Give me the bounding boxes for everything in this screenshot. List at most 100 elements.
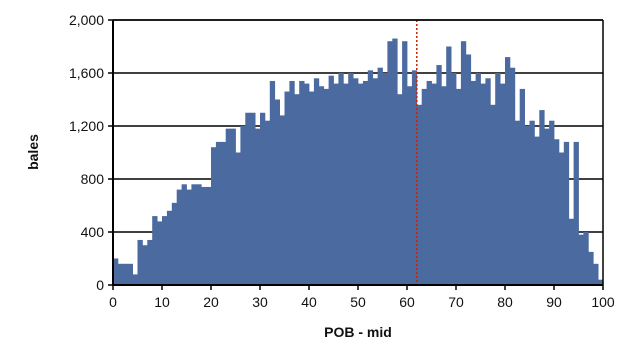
bar-97: [588, 251, 594, 285]
bar-79: [500, 83, 506, 285]
axes: [108, 19, 604, 290]
bar-6: [142, 245, 148, 285]
bar-37: [294, 94, 300, 285]
bar-94: [573, 141, 579, 285]
bar-32: [269, 80, 276, 285]
bar-99: [598, 279, 604, 285]
bar-21: [215, 141, 222, 285]
bar-87: [539, 110, 545, 285]
bar-7: [147, 239, 153, 285]
bar-58: [397, 94, 403, 285]
bar-10: [162, 216, 168, 285]
bar-17: [196, 184, 202, 285]
bar-89: [549, 120, 555, 285]
bar-67: [441, 86, 447, 285]
bar-81: [509, 67, 516, 285]
bar-13: [176, 189, 182, 285]
bar-41: [313, 78, 320, 285]
bar-5: [137, 239, 143, 285]
bar-52: [367, 70, 374, 285]
bar-33: [274, 99, 280, 285]
x-tick-label-2: 20: [203, 294, 219, 310]
y-tick-label-5: 2,000: [69, 12, 104, 28]
bar-15: [186, 189, 192, 285]
bar-78: [495, 73, 501, 285]
bar-91: [558, 152, 565, 285]
bar-98: [593, 263, 599, 285]
x-tick-label-5: 50: [350, 294, 366, 310]
bar-71: [460, 41, 467, 286]
x-axis-title: POB - mid: [324, 324, 392, 340]
bar-64: [426, 80, 432, 285]
bar-68: [446, 46, 452, 285]
bar-95: [578, 234, 584, 285]
bar-74: [475, 73, 481, 285]
bar-57: [392, 38, 398, 285]
bar-51: [362, 80, 369, 285]
bar-85: [529, 120, 535, 285]
bar-63: [421, 88, 427, 286]
bar-30: [260, 112, 266, 285]
bar-0: [113, 258, 119, 285]
x-tick-label-1: 10: [154, 294, 170, 310]
bar-77: [490, 104, 496, 285]
bar-84: [524, 126, 530, 285]
bar-65: [431, 83, 437, 285]
bar-20: [211, 147, 217, 285]
bar-92: [563, 141, 570, 285]
x-tick-label-3: 30: [252, 294, 268, 310]
x-tick-label-0: 0: [109, 294, 117, 310]
y-tick-label-0: 0: [96, 277, 104, 293]
bar-40: [309, 91, 315, 285]
x-tick-label-9: 90: [546, 294, 562, 310]
bar-27: [245, 112, 251, 285]
bar-59: [402, 41, 408, 286]
bar-31: [264, 120, 271, 285]
bar-73: [470, 80, 476, 285]
bar-12: [171, 202, 178, 285]
bar-61: [411, 70, 418, 285]
bar-8: [152, 216, 158, 285]
x-tick-label-4: 40: [301, 294, 317, 310]
y-tick-label-1: 400: [81, 224, 105, 240]
bar-38: [299, 80, 305, 285]
bar-3: [127, 263, 133, 285]
x-tick-label-7: 70: [448, 294, 464, 310]
bar-4: [132, 274, 138, 285]
bar-55: [382, 73, 388, 285]
bar-2: [122, 263, 129, 285]
bar-80: [505, 57, 511, 285]
y-axis-title: bales: [25, 134, 41, 170]
x-tick-label-6: 60: [399, 294, 415, 310]
bar-29: [255, 128, 261, 285]
bar-82: [514, 120, 521, 285]
bar-54: [377, 67, 383, 285]
bar-83: [519, 88, 525, 286]
bar-66: [436, 65, 442, 285]
bar-76: [485, 78, 491, 285]
bar-34: [279, 115, 285, 286]
bar-19: [206, 186, 212, 285]
bar-86: [534, 136, 540, 285]
bar-26: [240, 126, 246, 285]
bar-53: [372, 78, 378, 285]
bar-47: [343, 83, 349, 285]
bar-11: [166, 210, 173, 285]
x-tick-label-8: 80: [497, 294, 513, 310]
bar-25: [235, 152, 241, 285]
bar-96: [583, 232, 589, 285]
bar-22: [220, 141, 227, 285]
bar-35: [284, 91, 290, 285]
y-tick-label-4: 1,600: [69, 65, 104, 81]
bar-56: [387, 41, 393, 286]
bar-72: [465, 54, 472, 286]
y-tick-label-3: 1,200: [69, 118, 104, 134]
bar-60: [407, 86, 413, 285]
tick-labels: 0 400 800 1,200 1,600 2,000 0 10 20 30 40 50 60 70 80 9…: [69, 12, 615, 310]
bar-69: [451, 73, 457, 285]
bar-48: [348, 73, 354, 285]
bar-62: [416, 104, 423, 285]
bar-44: [328, 75, 334, 286]
